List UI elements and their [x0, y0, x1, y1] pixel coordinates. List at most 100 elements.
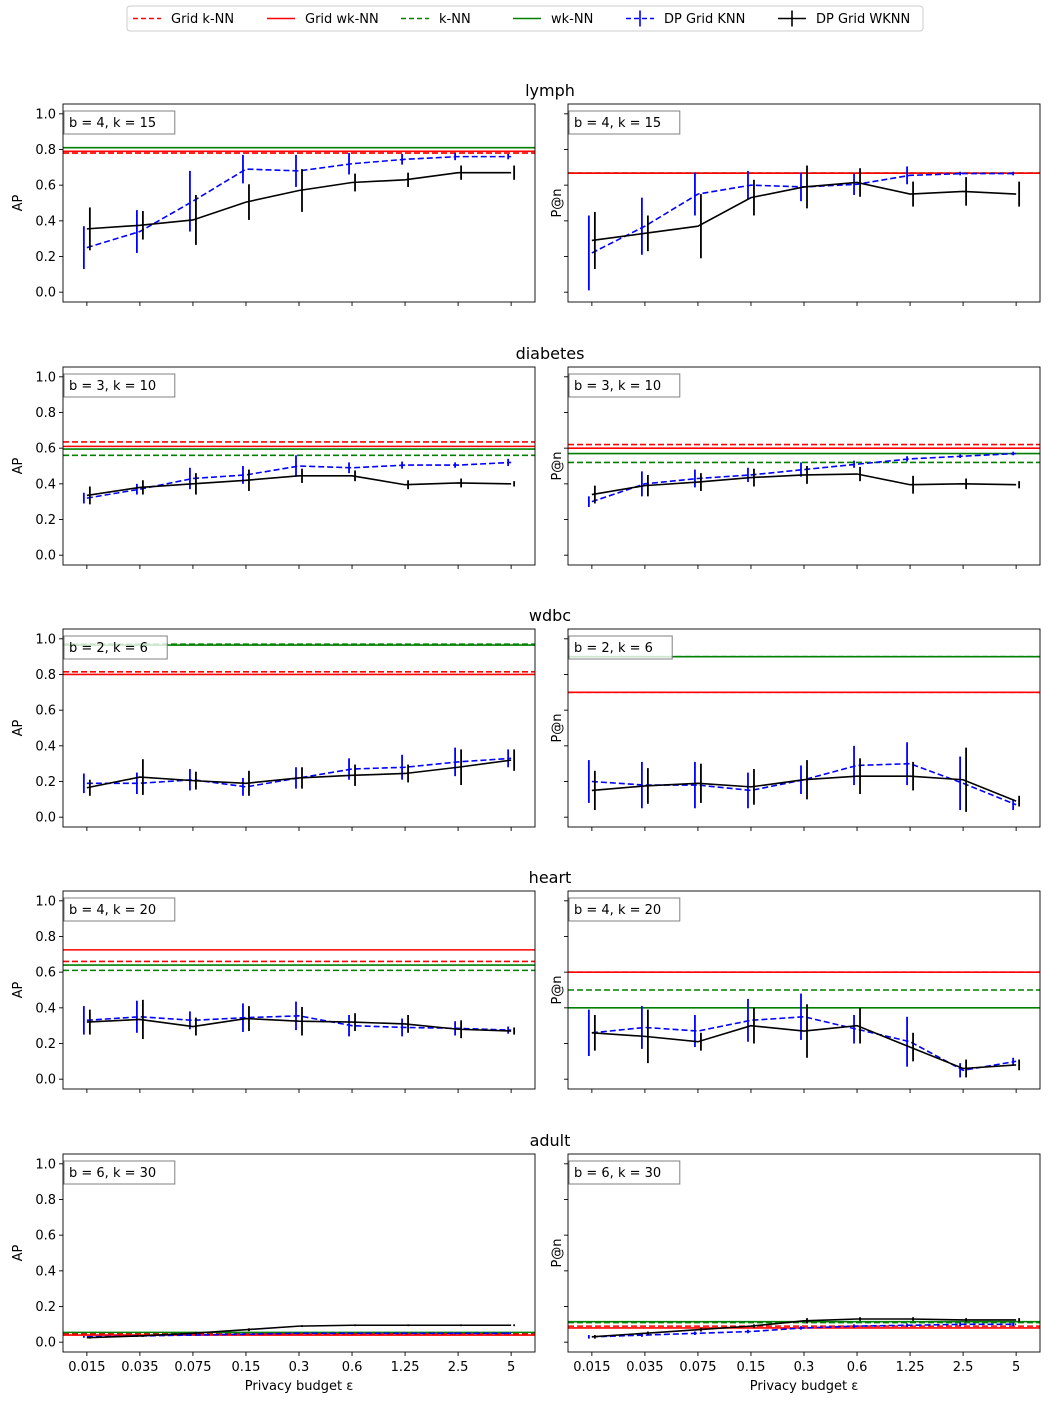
- x-tick-label: 0.3: [289, 1360, 310, 1375]
- plot-area: [568, 165, 1040, 291]
- annotation-text: b = 4, k = 15: [574, 116, 661, 131]
- series-dp-grid-wknn: [591, 466, 1021, 504]
- legend-label-1: Grid wk-NN: [305, 12, 379, 27]
- dp-grid-wknn-line: [591, 181, 1017, 242]
- series-dp-grid-wknn: [86, 468, 516, 505]
- panel-diabetes-pn: P@n b = 3, k = 10: [550, 366, 1041, 569]
- annotation-frame: [63, 897, 176, 922]
- row-title-heart: heart: [529, 868, 572, 887]
- annotation-box: b = 3, k = 10: [63, 373, 176, 398]
- dp-grid-wknn-line: [86, 1017, 512, 1032]
- dp-grid-wknn-line: [86, 475, 512, 497]
- x-tick-label: 1.25: [896, 1360, 925, 1375]
- plot-area: [568, 655, 1040, 812]
- plot-area: [63, 949, 535, 1040]
- row-title-diabetes: diabetes: [516, 344, 585, 363]
- annotation-frame: [568, 110, 681, 135]
- panel-diabetes-ap: 0.0 0.2 0.4 0.6 0.8 1.0 AP b = 3, k = 10: [11, 366, 536, 569]
- series-dp-grid-wknn: [86, 165, 516, 251]
- plot-area: [568, 443, 1040, 508]
- annotation-text: b = 2, k = 6: [574, 641, 653, 656]
- x-tick-label: 5: [507, 1360, 515, 1375]
- y-tick-label: 0.6: [35, 704, 56, 719]
- y-axis-label: P@n: [550, 188, 565, 217]
- legend-entry-4: DP Grid KNN: [626, 10, 745, 27]
- series-dp-grid-knn: [587, 451, 1017, 508]
- y-axis-label: P@n: [550, 451, 565, 480]
- annotation-frame: [568, 897, 681, 922]
- annotation-frame: [63, 110, 176, 135]
- y-axis-label: AP: [11, 719, 26, 736]
- series-dp-grid-wknn: [591, 1004, 1021, 1078]
- series-dp-grid-wknn: [86, 999, 516, 1040]
- dp-grid-knn-line: [86, 461, 512, 499]
- row-title-lymph: lymph: [525, 81, 575, 100]
- annotation-frame: [568, 1160, 681, 1185]
- panel-wdbc-pn: P@n b = 2, k = 6: [550, 628, 1041, 831]
- series-dp-grid-knn: [587, 742, 1017, 811]
- legend-entry-1: Grid wk-NN: [267, 12, 379, 27]
- annotation-box: b = 4, k = 20: [568, 897, 681, 922]
- x-tick-label: 0.6: [342, 1360, 363, 1375]
- dp-grid-knn-line: [591, 762, 1017, 806]
- x-axis-label: Privacy budget ε: [750, 1379, 858, 1394]
- legend-label-3: wk-NN: [551, 12, 593, 27]
- dp-grid-knn-line: [86, 757, 512, 788]
- y-tick-label: 0.0: [35, 811, 56, 826]
- y-tick-label: 0.0: [35, 286, 56, 301]
- y-tick-label: 0.4: [35, 1001, 56, 1016]
- y-tick-label: 0.2: [35, 1037, 56, 1052]
- series-dp-grid-knn: [82, 747, 512, 796]
- y-tick-label: 0.2: [35, 1300, 56, 1315]
- y-tick-label: 0.6: [35, 442, 56, 457]
- x-tick-label: 2.5: [953, 1360, 974, 1375]
- y-tick-label: 0.6: [35, 179, 56, 194]
- legend-entry-3: wk-NN: [513, 12, 593, 27]
- panel-wdbc-ap: 0.0 0.2 0.4 0.6 0.8 1.0 AP b = 2, k = 6: [11, 628, 536, 831]
- y-tick-label: 1.0: [35, 632, 56, 647]
- series-dp-grid-wknn: [591, 165, 1021, 269]
- series-dp-grid-wknn: [591, 747, 1021, 812]
- annotation-frame: [568, 635, 673, 660]
- y-tick-label: 0.4: [35, 477, 56, 492]
- y-tick-label: 0.8: [35, 930, 56, 945]
- x-tick-label: 0.6: [847, 1360, 868, 1375]
- y-tick-label: 0.2: [35, 775, 56, 790]
- y-tick-label: 0.0: [35, 1336, 56, 1351]
- row-title-wdbc: wdbc: [529, 606, 571, 625]
- y-axis-label: AP: [11, 1244, 26, 1261]
- annotation-text: b = 3, k = 10: [69, 379, 156, 394]
- series-dp-grid-knn: [82, 153, 512, 269]
- dp-grid-wknn-line: [591, 775, 1017, 802]
- dp-grid-wknn-line: [86, 1324, 512, 1339]
- dp-grid-wknn-line: [591, 473, 1017, 496]
- x-tick-label: 0.015: [573, 1360, 610, 1375]
- annotation-text: b = 6, k = 30: [574, 1166, 661, 1181]
- y-axis-label: P@n: [550, 713, 565, 742]
- dp-grid-wknn-line: [591, 1024, 1017, 1070]
- annotation-text: b = 2, k = 6: [69, 641, 148, 656]
- annotation-box: b = 2, k = 6: [63, 635, 168, 660]
- legend-entry-0: Grid k-NN: [133, 12, 234, 27]
- annotation-text: b = 4, k = 15: [69, 116, 156, 131]
- x-tick-label: 0.15: [231, 1360, 260, 1375]
- plot-area: [63, 146, 535, 269]
- annotation-box: b = 2, k = 6: [568, 635, 673, 660]
- y-tick-label: 0.8: [35, 1193, 56, 1208]
- panel-heart-ap: 0.0 0.2 0.4 0.6 0.8 1.0 AP b = 4, k = 20: [11, 890, 536, 1093]
- y-axis-label: P@n: [550, 1238, 565, 1267]
- x-tick-label: 0.075: [174, 1360, 211, 1375]
- y-tick-label: 0.4: [35, 214, 56, 229]
- annotation-box: b = 6, k = 30: [63, 1160, 176, 1185]
- series-dp-grid-knn: [82, 1000, 512, 1037]
- x-tick-label: 0.3: [794, 1360, 815, 1375]
- plot-area: [568, 1317, 1040, 1339]
- y-tick-label: 0.8: [35, 668, 56, 683]
- panel-adult-pn: 0.015 0.035 0.075 0.15 0.3 0.6 1.25 2.5 5 P@n b = …: [550, 1153, 1041, 1394]
- row-title-adult: adult: [530, 1131, 571, 1150]
- plot-area: [63, 1324, 535, 1339]
- legend-label-2: k-NN: [439, 12, 471, 27]
- annotation-frame: [63, 1160, 176, 1185]
- dp-grid-wknn-line: [86, 171, 512, 230]
- panel-lymph-ap: 0.0 0.2 0.4 0.6 0.8 1.0 AP b = 4, k = 15: [11, 103, 536, 306]
